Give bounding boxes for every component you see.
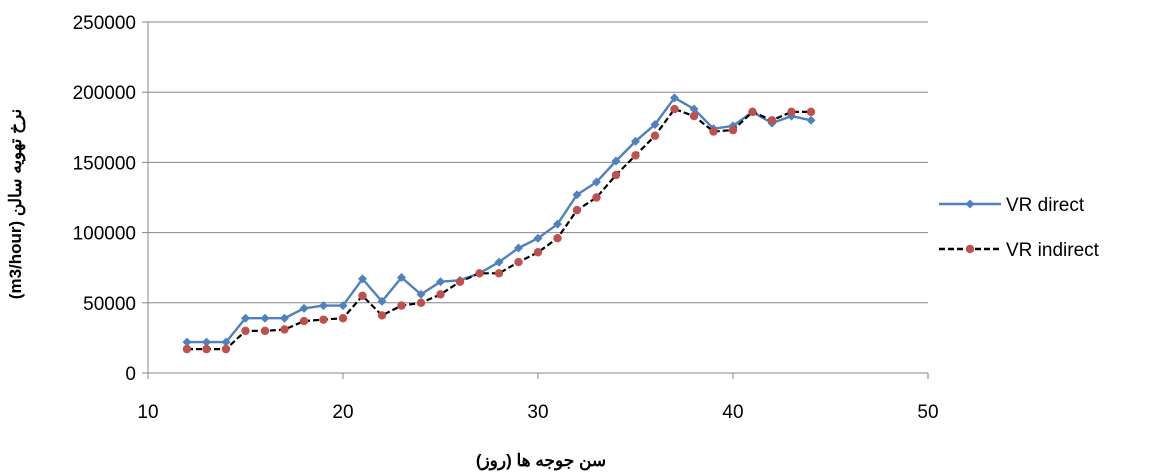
series-vr-indirect	[182, 104, 816, 354]
y-tick-label: 100000	[73, 224, 136, 245]
series-line	[187, 107, 811, 351]
data-point	[572, 205, 582, 215]
data-point	[611, 156, 621, 166]
series-vr-direct	[182, 93, 816, 347]
x-tick-label: 40	[722, 402, 743, 423]
data-point	[514, 257, 523, 267]
data-point	[767, 116, 777, 125]
data-point	[338, 314, 348, 323]
data-point	[650, 131, 660, 140]
data-point	[806, 107, 816, 117]
x-axis-label: سن جوجه ها (روز)	[476, 451, 606, 471]
data-point	[299, 303, 309, 313]
x-tick-label: 10	[137, 402, 158, 423]
legend-label: VR direct	[1006, 195, 1085, 216]
data-point	[221, 344, 231, 354]
series-layer	[182, 93, 816, 354]
x-tick-label: 50	[917, 402, 938, 423]
data-point	[260, 313, 270, 323]
data-point	[592, 177, 601, 187]
data-point	[202, 344, 211, 354]
data-point	[670, 93, 679, 103]
x-tick-label: 20	[332, 402, 353, 423]
data-point	[631, 136, 640, 146]
data-point	[806, 115, 816, 125]
data-point	[377, 296, 387, 306]
y-tick-label: 0	[125, 364, 136, 385]
data-point	[533, 233, 543, 243]
y-axis-label: نرخ تهویه سالن (m3/hour)	[6, 109, 26, 299]
data-point	[689, 111, 699, 121]
data-point	[280, 313, 289, 323]
data-point	[650, 119, 660, 129]
axes	[142, 21, 929, 379]
data-point	[260, 326, 270, 336]
data-point	[611, 170, 621, 180]
data-point	[631, 151, 640, 160]
y-tick-labels: 0 50000 100000 150000 200000 250000	[73, 13, 136, 385]
data-point	[416, 289, 426, 299]
data-point	[436, 277, 445, 287]
data-point	[514, 243, 523, 253]
data-point	[670, 104, 679, 114]
y-tick-label: 200000	[73, 83, 136, 104]
data-point	[182, 337, 192, 347]
data-point	[280, 325, 289, 334]
data-point	[358, 274, 367, 284]
data-point	[533, 248, 543, 257]
data-point	[572, 190, 582, 200]
data-point	[494, 269, 504, 278]
x-tick-labels: 10 20 30 40 50	[137, 402, 938, 423]
y-tick-label: 150000	[73, 153, 136, 174]
data-point	[319, 301, 328, 311]
data-point	[436, 290, 445, 299]
data-point	[592, 193, 601, 202]
data-point	[319, 315, 328, 324]
legend-marker	[965, 244, 975, 254]
y-tick-label: 50000	[83, 294, 136, 315]
x-tick-label: 30	[527, 402, 548, 423]
data-point	[709, 127, 718, 136]
data-point	[241, 313, 250, 323]
data-point	[397, 273, 406, 283]
grid-lines	[148, 21, 928, 304]
data-point	[182, 344, 192, 354]
data-point	[728, 125, 738, 135]
data-point	[299, 316, 309, 326]
legend-label: VR indirect	[1006, 240, 1100, 261]
data-point	[241, 326, 250, 336]
data-point	[475, 269, 484, 278]
data-point	[689, 104, 699, 114]
data-point	[202, 337, 211, 347]
data-point	[397, 301, 406, 310]
data-point	[377, 311, 387, 320]
data-point	[416, 298, 426, 307]
data-point	[494, 257, 504, 267]
y-tick-label: 250000	[73, 13, 136, 34]
legend: VR direct VR indirect	[939, 195, 1100, 261]
series-line	[187, 96, 812, 344]
data-point	[338, 301, 348, 311]
data-point	[748, 107, 757, 117]
legend-marker	[965, 199, 975, 209]
legend-entry: VR indirect	[939, 240, 1100, 261]
data-point	[553, 219, 562, 229]
data-point	[221, 337, 231, 347]
legend-entry: VR direct	[939, 195, 1085, 216]
data-point	[358, 291, 367, 300]
data-point	[553, 234, 562, 243]
data-point	[787, 107, 796, 117]
data-point	[455, 277, 465, 286]
